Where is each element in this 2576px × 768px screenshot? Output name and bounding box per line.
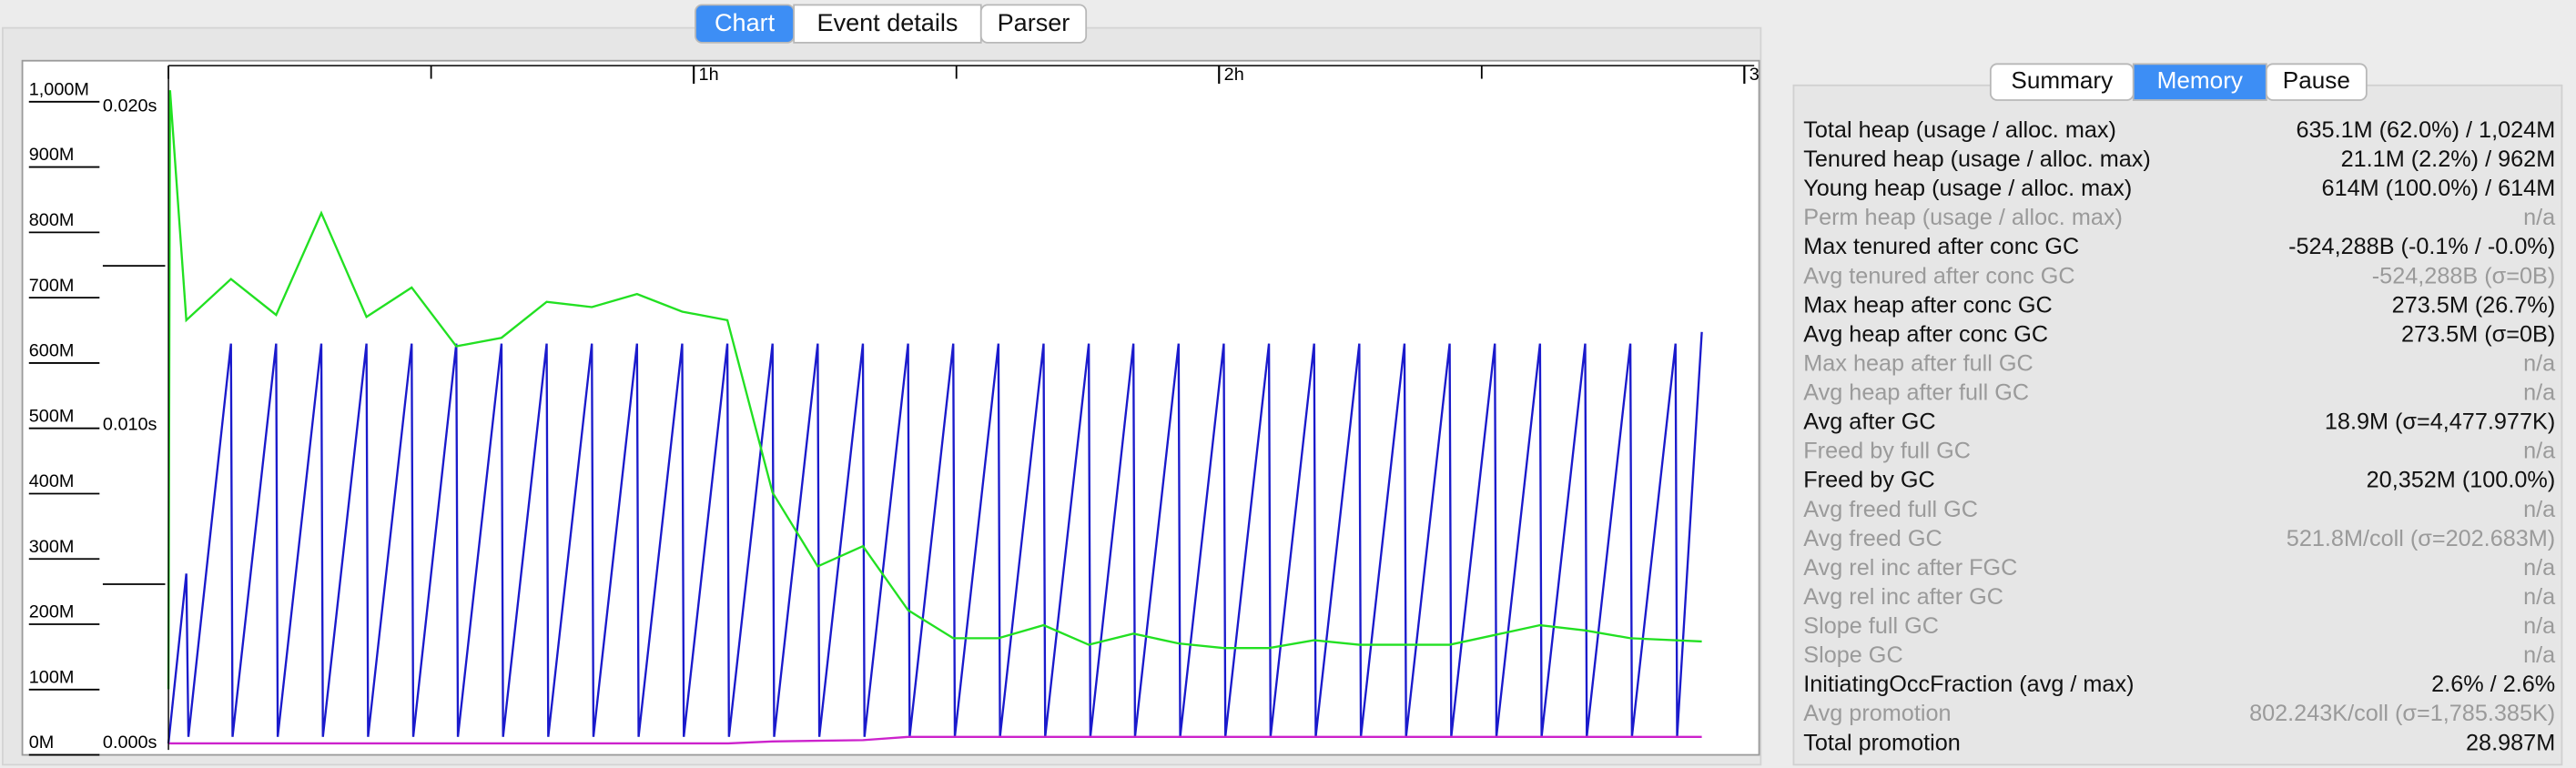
tab-label[interactable]: Pause	[2283, 66, 2350, 94]
row-value: n/a	[2523, 613, 2556, 639]
y-tick-label: 700M	[29, 276, 75, 296]
row-label: Total promotion	[1803, 730, 1961, 755]
y-tick-label: 900M	[29, 145, 75, 165]
row-value: n/a	[2523, 439, 2556, 464]
row-value: -524,288B (σ=0B)	[2372, 263, 2555, 288]
x-tick-label: 2h	[1224, 65, 1244, 85]
y-tick-label: 400M	[29, 471, 75, 491]
row-value: 635.1M (62.0%) / 1,024M	[2296, 117, 2555, 143]
series-line	[168, 735, 1702, 745]
y2-tick-label: 0.010s	[103, 414, 157, 434]
row-value: 521.8M/coll (σ=202.683M)	[2287, 526, 2555, 551]
tab-label[interactable]: Chart	[715, 9, 776, 36]
tab-label[interactable]: Parser	[998, 9, 1070, 36]
row-label: Freed by GC	[1803, 468, 1934, 493]
tab-label[interactable]: Event details	[817, 9, 958, 36]
row-value: -524,288B (-0.1% / -0.0%)	[2288, 234, 2555, 259]
y2-tick-label: 0.020s	[103, 96, 157, 116]
row-label: Avg heap after conc GC	[1803, 321, 2048, 347]
row-label: Max heap after full GC	[1803, 350, 2033, 376]
y2-tick-label: 0.000s	[103, 733, 157, 753]
row-label: Slope GC	[1803, 642, 1902, 668]
row-label: Perm heap (usage / alloc. max)	[1803, 205, 2123, 230]
y-tick-label: 300M	[29, 537, 75, 557]
series-line	[167, 331, 1703, 744]
tab-label[interactable]: Summary	[2011, 66, 2114, 94]
row-label: Avg rel inc after GC	[1803, 584, 2003, 610]
row-label: Avg freed GC	[1803, 526, 1942, 551]
row-value: 614M (100.0%) / 614M	[2322, 176, 2556, 201]
y-tick-label: 100M	[29, 667, 75, 687]
series-line	[167, 90, 1702, 690]
row-label: Avg heap after full GC	[1803, 380, 2029, 406]
summary-tab-bar: Summary Memory Pause	[1989, 63, 2368, 101]
row-value: n/a	[2523, 555, 2556, 581]
y-tick-label: 0M	[29, 733, 55, 753]
axes: 1h 2h 3 1,000M 900M 800M 700M 600M 500M 400M 300M 2…	[28, 65, 1760, 756]
tab[interactable]	[2265, 63, 2368, 101]
tab-bar: Chart Event details Parser	[695, 4, 1088, 44]
row-label: Avg rel inc after FGC	[1803, 555, 2017, 581]
row-label: Slope full GC	[1803, 613, 1939, 639]
row-value: n/a	[2523, 497, 2556, 522]
row-value: 273.5M (26.7%)	[2392, 292, 2556, 318]
chart-area	[21, 59, 1760, 756]
row-label: Avg tenured after conc GC	[1803, 263, 2074, 288]
row-label: Tenured heap (usage / alloc. max)	[1803, 147, 2151, 172]
row-label: Max tenured after conc GC	[1803, 234, 2079, 259]
tab-label[interactable]: Memory	[2157, 66, 2244, 94]
tab[interactable]	[979, 4, 1088, 44]
row-label: Avg freed full GC	[1803, 497, 1978, 522]
row-value: 28.987M	[2466, 730, 2555, 755]
row-value: 802.243K/coll (σ=1,785.385K)	[2249, 701, 2555, 726]
plot	[167, 90, 1703, 745]
x-tick-label: 1h	[699, 65, 719, 85]
tab[interactable]	[2132, 63, 2267, 101]
row-label: Freed by full GC	[1803, 439, 1971, 464]
summary-table: Total heap (usage / alloc. max) 635.1M (6…	[1803, 117, 2556, 755]
row-label: InitiatingOccFraction (avg / max)	[1803, 672, 2134, 697]
y-tick-label: 200M	[29, 602, 75, 622]
row-value: n/a	[2523, 380, 2556, 406]
row-value: n/a	[2523, 205, 2556, 230]
row-label: Total heap (usage / alloc. max)	[1803, 117, 2116, 143]
row-label: Avg after GC	[1803, 409, 1935, 435]
row-value: 21.1M (2.2%) / 962M	[2341, 147, 2556, 172]
row-value: n/a	[2523, 350, 2556, 376]
row-label: Young heap (usage / alloc. max)	[1803, 176, 2132, 201]
y-tick-label: 500M	[29, 406, 75, 426]
x-tick-label: 3	[1749, 65, 1760, 85]
row-value: n/a	[2523, 642, 2556, 668]
y-tick-label: 800M	[29, 210, 75, 230]
row-label: Avg promotion	[1803, 701, 1951, 726]
row-value: 18.9M (σ=4,477.977K)	[2325, 409, 2555, 435]
y-tick-label: 600M	[29, 341, 75, 361]
row-label: Max heap after conc GC	[1803, 292, 2052, 318]
row-value: n/a	[2523, 584, 2556, 610]
row-value: 273.5M (σ=0B)	[2401, 321, 2555, 347]
row-value: 20,352M (100.0%)	[2367, 468, 2556, 493]
y-tick-label: 1,000M	[29, 79, 89, 99]
row-value: 2.6% / 2.6%	[2431, 672, 2555, 697]
